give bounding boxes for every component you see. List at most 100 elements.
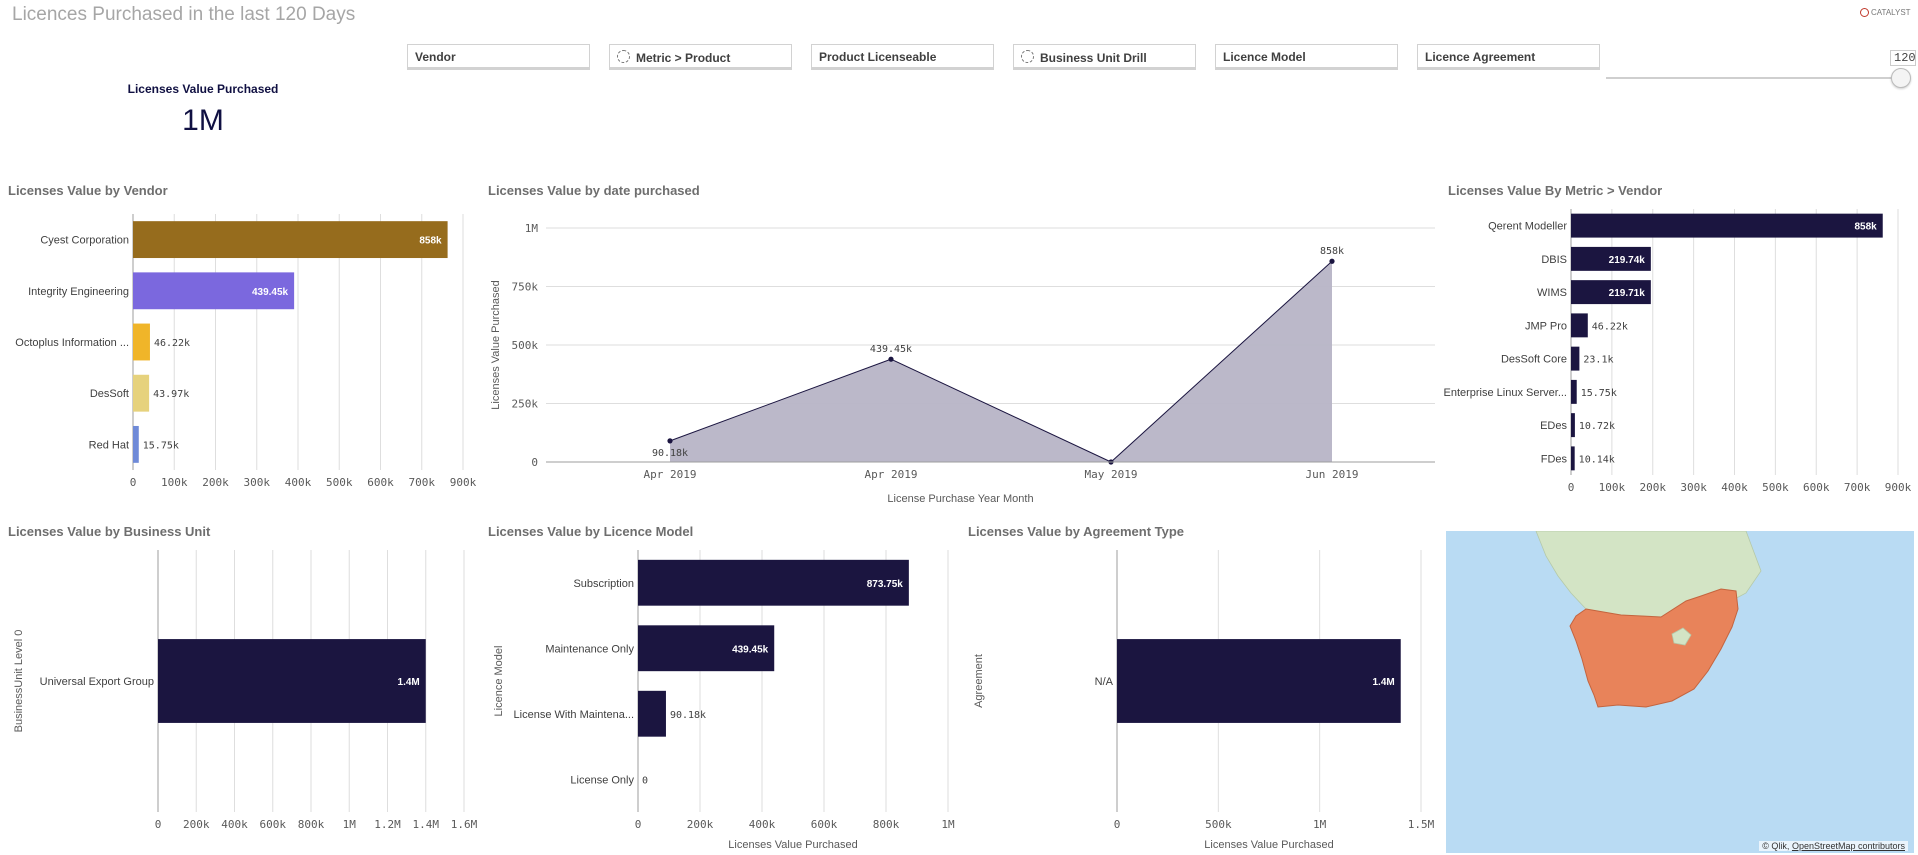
filter-vendor[interactable]: Vendor [407, 44, 590, 70]
y-axis-title: BusinessUnit Level 0 [13, 630, 25, 733]
bar [1571, 413, 1575, 438]
x-tick-label: 800k [873, 818, 900, 831]
x-tick-label: 600k [811, 818, 838, 831]
data-label: 43.97k [153, 389, 189, 400]
x-tick-label: 400k [285, 476, 312, 489]
x-tick-label: 500k [326, 476, 353, 489]
x-tick-label: 1.5M [1408, 818, 1435, 831]
filter-label: Licence Model [1223, 50, 1306, 64]
y-axis-title: Licence Model [493, 646, 505, 717]
data-label: 873.75k [867, 579, 904, 590]
data-label: 1.4M [1372, 677, 1394, 688]
bar [133, 272, 295, 310]
x-tick-label: 700k [1844, 481, 1871, 494]
category-label: Subscription [573, 578, 634, 590]
licence-model-chart-title: Licenses Value by Licence Model [488, 524, 694, 539]
days-slider-track[interactable] [1606, 77, 1900, 79]
x-tick-label: 400k [221, 818, 248, 831]
business-unit-bar-chart[interactable]: 0 200k 400k 600k 800k 1M 1.2M 1.4M 1.6M Universal… [0, 545, 480, 855]
logo-icon [1860, 8, 1869, 18]
x-tick-label: 0 [635, 818, 642, 831]
x-tick-label: 200k [1640, 481, 1667, 494]
data-label: 15.75k [1581, 388, 1617, 399]
x-tick-label: 300k [244, 476, 271, 489]
data-label: 1.4M [398, 677, 420, 688]
x-axis-title: License Purchase Year Month [887, 493, 1033, 505]
map-panel[interactable]: © Qlik, OpenStreetMap contributors [1446, 531, 1914, 853]
south-africa-region[interactable] [1569, 588, 1739, 708]
data-label: 439.45k [870, 344, 912, 355]
filter-label: Vendor [415, 50, 456, 64]
filter-licence-agreement[interactable]: Licence Agreement [1417, 44, 1600, 70]
x-tick-label: 1.6M [451, 818, 478, 831]
category-label: EDes [1540, 420, 1567, 432]
y-tick-label: 250k [512, 398, 539, 411]
category-label: License Only [570, 774, 634, 786]
x-tick-label: 500k [1762, 481, 1789, 494]
data-label: 858k [1320, 246, 1344, 257]
kpi-value: 1M [182, 104, 224, 137]
date-area-chart[interactable]: 0 250k 500k 750k 1M 90.18k Apr 2019 439.45k Apr … [480, 205, 1440, 513]
x-tick-label: 600k [367, 476, 394, 489]
x-tick-label: 1.4M [413, 818, 440, 831]
filter-metric-product[interactable]: Metric > Product [609, 44, 792, 70]
bar [133, 425, 139, 463]
filter-label: Metric > Product [636, 51, 731, 65]
bar [1571, 246, 1651, 271]
date-chart-title: Licenses Value by date purchased [488, 183, 700, 198]
filter-label: Product Licenseable [819, 50, 937, 64]
days-input[interactable] [1890, 50, 1916, 66]
category-label: N/A [1095, 676, 1114, 688]
y-tick-label: 500k [512, 339, 539, 352]
bar [1117, 639, 1401, 723]
map-attribution: © Qlik, OpenStreetMap contributors [1759, 841, 1908, 851]
x-tick-label: 1M [343, 818, 357, 831]
category-label: Cyest Corporation [40, 235, 129, 247]
data-label: 10.14k [1579, 454, 1615, 465]
data-label: 46.22k [154, 338, 190, 349]
metric-bar-chart[interactable]: 0 100k 200k 300k 400k 500k 600k 700k 900k Qerent … [1440, 205, 1918, 513]
bar [1571, 313, 1588, 338]
business-unit-chart-title: Licenses Value by Business Unit [8, 524, 211, 539]
data-label: 858k [419, 236, 442, 247]
metric-chart-title: Licenses Value By Metric > Vendor [1448, 183, 1663, 198]
x-tick-label: 600k [260, 818, 287, 831]
area-fill [670, 261, 1332, 462]
agreement-chart-title: Licenses Value by Agreement Type [968, 524, 1185, 539]
y-axis-title: Agreement [973, 654, 985, 708]
bar [1571, 280, 1651, 305]
x-tick-label: Apr 2019 [865, 468, 918, 481]
category-label: Enterprise Linux Server... [1443, 387, 1567, 399]
x-tick-label: 100k [1599, 481, 1626, 494]
x-tick-label: 400k [749, 818, 776, 831]
x-axis-title: Licenses Value Purchased [728, 839, 857, 851]
bar [1571, 379, 1577, 404]
filter-business-unit-drill[interactable]: Business Unit Drill [1013, 44, 1196, 70]
licence-model-bar-chart[interactable]: 0 200k 400k 600k 800k 1M Subscription 873.75k Ma… [480, 545, 960, 855]
agreement-bar-chart[interactable]: 0 500k 1M 1.5M N/A 1.4M Licenses Value Purchas… [960, 545, 1440, 855]
x-tick-label: Apr 2019 [644, 468, 697, 481]
osm-link[interactable]: OpenStreetMap contributors [1791, 841, 1905, 851]
category-label: DBIS [1541, 254, 1567, 266]
x-tick-label: May 2019 [1085, 468, 1138, 481]
map-credit-prefix: © Qlik, [1762, 841, 1790, 851]
data-label: 858k [1854, 222, 1877, 233]
x-tick-label: 1M [1313, 818, 1327, 831]
page-title: Licences Purchased in the last 120 Days [12, 4, 356, 25]
vendor-bar-chart[interactable]: 0 100k 200k 300k 400k 500k 600k 700k 900k Cyest C… [0, 205, 480, 513]
filter-product-licenseable[interactable]: Product Licenseable [811, 44, 994, 70]
data-label: 219.71k [1609, 288, 1646, 299]
data-label: 15.75k [143, 440, 179, 451]
x-axis-title: Licenses Value Purchased [1204, 839, 1333, 851]
category-label: License With Maintena... [514, 709, 634, 721]
data-point [888, 356, 894, 362]
filter-licence-model[interactable]: Licence Model [1215, 44, 1398, 70]
bar [133, 323, 150, 361]
y-tick-label: 0 [531, 456, 538, 469]
logo-text: CATALYST [1871, 8, 1911, 17]
map-canvas[interactable] [1446, 531, 1914, 853]
filter-label: Licence Agreement [1425, 50, 1536, 64]
days-slider-handle[interactable] [1891, 68, 1911, 88]
x-tick-label: 700k [409, 476, 436, 489]
x-tick-label: Jun 2019 [1306, 468, 1359, 481]
